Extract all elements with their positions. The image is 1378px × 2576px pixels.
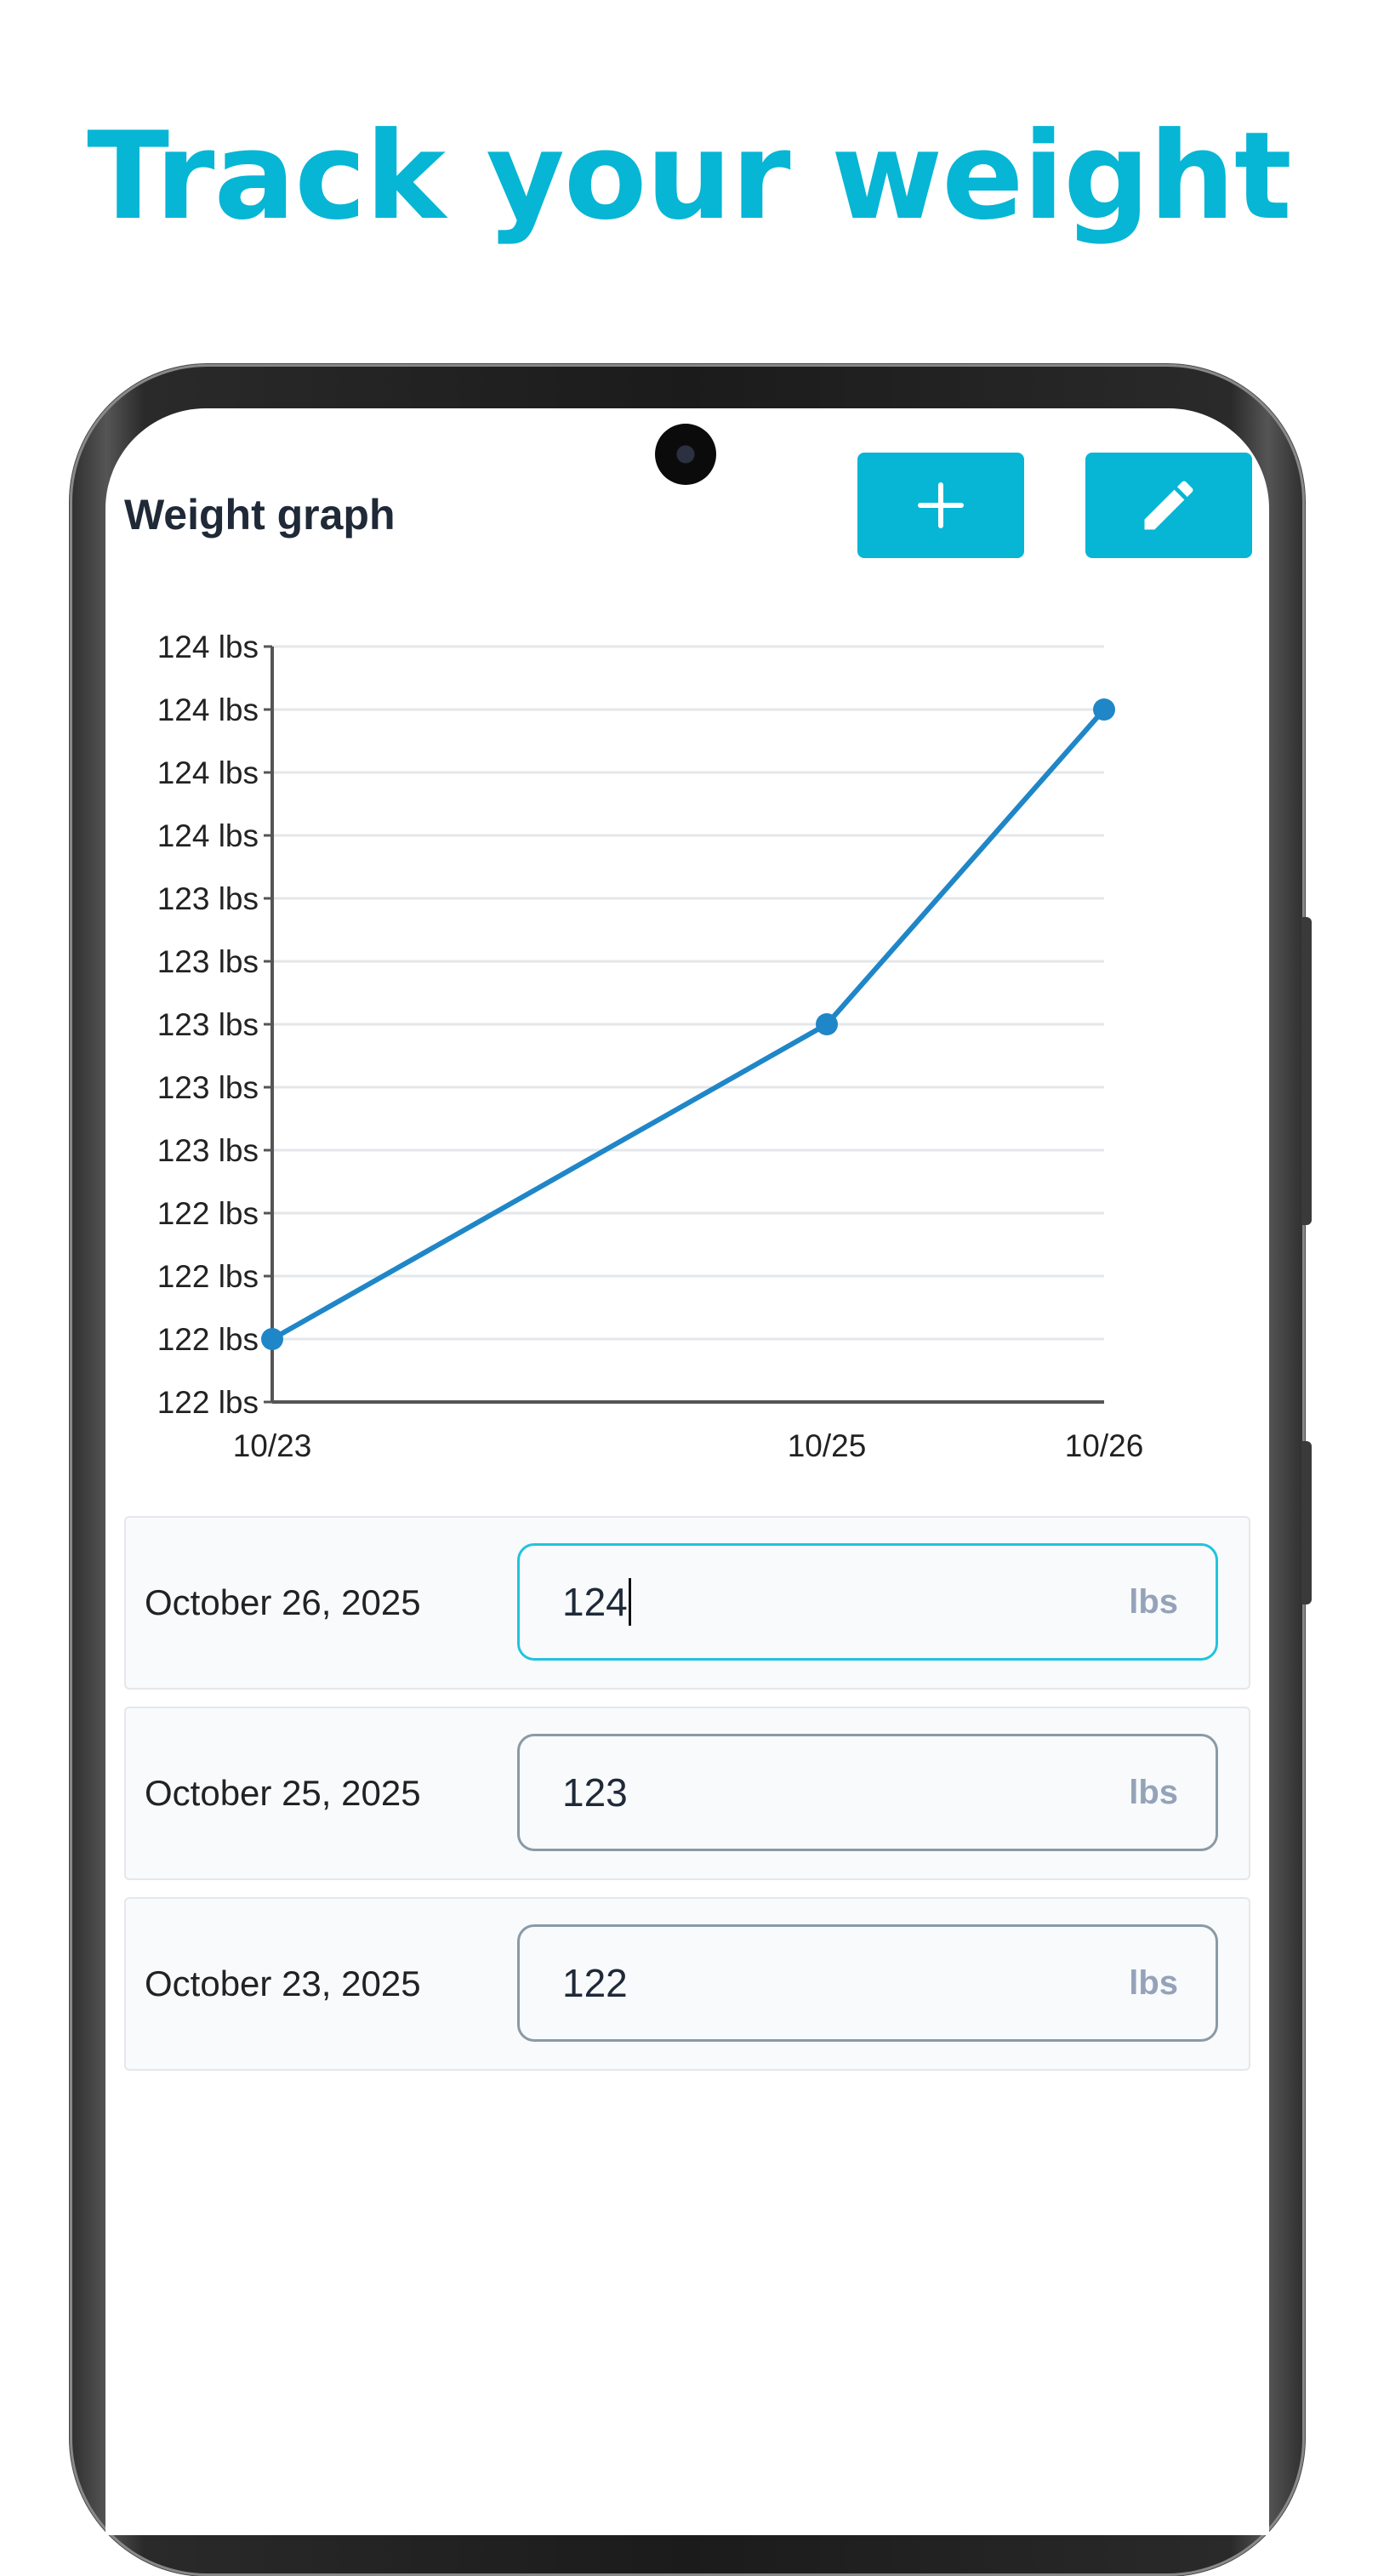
screen-title: Weight graph	[124, 491, 396, 539]
y-tick-label: 124 lbs	[157, 630, 259, 664]
y-tick-label: 123 lbs	[157, 1133, 259, 1168]
weight-input-box[interactable]: lbs	[517, 1543, 1218, 1661]
y-tick-label: 124 lbs	[157, 818, 259, 853]
data-point[interactable]	[816, 1013, 838, 1035]
y-tick-label: 122 lbs	[157, 1322, 259, 1357]
promo-title: Track your weight	[87, 106, 1292, 247]
list-item: October 26, 2025 lbs	[124, 1516, 1250, 1690]
list-item: October 25, 2025 lbs	[124, 1707, 1250, 1880]
unit-label: lbs	[1129, 1583, 1178, 1621]
camera-icon	[655, 424, 716, 485]
y-tick-label: 122 lbs	[157, 1259, 259, 1294]
entry-date: October 23, 2025	[145, 1963, 421, 2003]
text-caret	[629, 1578, 631, 1626]
data-point[interactable]	[1093, 698, 1115, 721]
y-tick-label: 122 lbs	[157, 1385, 259, 1420]
data-point[interactable]	[261, 1328, 283, 1350]
x-tick-label: 10/26	[1065, 1428, 1144, 1463]
edit-button[interactable]	[1085, 453, 1252, 558]
y-tick-label: 123 lbs	[157, 944, 259, 979]
weight-input-box[interactable]: lbs	[517, 1734, 1218, 1851]
y-tick-label: 124 lbs	[157, 755, 259, 790]
volume-button	[1301, 917, 1312, 1225]
weight-input[interactable]	[562, 1736, 1039, 1849]
y-tick-label: 122 lbs	[157, 1196, 259, 1231]
unit-label: lbs	[1129, 1774, 1178, 1811]
app-screen: Weight graph 124 lbs 124 lbs 124 lbs 124 lb…	[105, 408, 1269, 2535]
weight-line-chart: 124 lbs 124 lbs 124 lbs 124 lbs 123 lbs 123 l…	[157, 630, 1144, 1463]
y-tick-label: 123 lbs	[157, 1070, 259, 1105]
list-item: October 23, 2025 lbs	[124, 1897, 1250, 2071]
weight-input[interactable]	[562, 1927, 1039, 2039]
unit-label: lbs	[1129, 1964, 1178, 2002]
weight-entry-list: October 26, 2025 lbs October 25, 2025 lb…	[124, 1516, 1250, 2088]
power-button	[1301, 1441, 1312, 1604]
y-tick-label: 123 lbs	[157, 1007, 259, 1042]
entry-date: October 25, 2025	[145, 1773, 421, 1813]
weight-input-box[interactable]: lbs	[517, 1924, 1218, 2042]
x-tick-label: 10/23	[233, 1428, 312, 1463]
y-tick-label: 124 lbs	[157, 692, 259, 727]
add-entry-button[interactable]	[857, 453, 1024, 558]
x-tick-label: 10/25	[788, 1428, 867, 1463]
y-tick-label: 123 lbs	[157, 881, 259, 916]
entry-date: October 26, 2025	[145, 1582, 421, 1622]
plus-icon	[918, 482, 964, 528]
weight-input[interactable]	[562, 1546, 1039, 1658]
pencil-icon	[1144, 481, 1193, 530]
